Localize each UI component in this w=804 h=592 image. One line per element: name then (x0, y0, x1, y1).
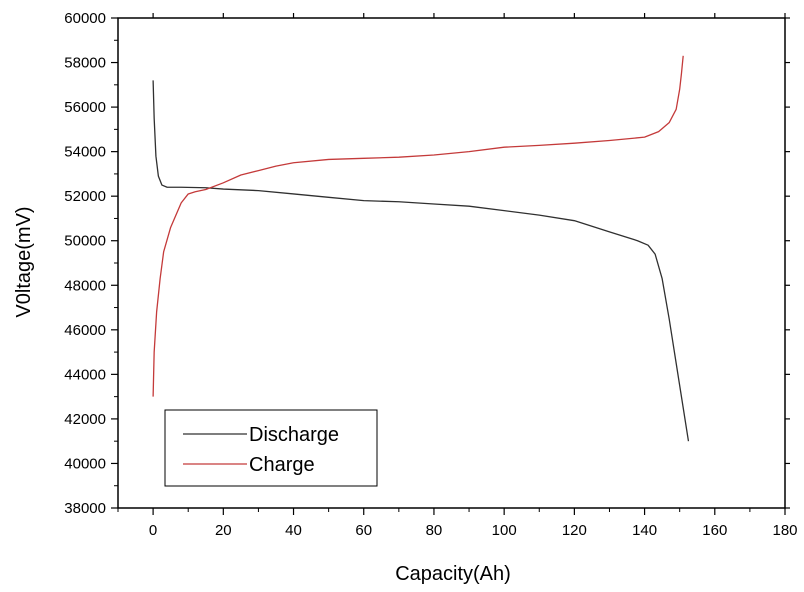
y-tick-label: 38000 (64, 500, 106, 517)
legend-label-discharge: Discharge (249, 424, 339, 446)
y-tick-label: 60000 (64, 10, 106, 27)
series-line-charge (152, 55, 684, 397)
y-tick-label: 50000 (64, 233, 106, 250)
legend-box (164, 409, 378, 487)
y-tick-label: 54000 (64, 144, 106, 161)
series-layer (152, 55, 690, 442)
x-tick-label: 20 (215, 522, 232, 539)
y-tick-label: 42000 (64, 411, 106, 428)
x-tick-label: 140 (632, 522, 657, 539)
y-tick-label: 40000 (64, 455, 106, 472)
x-axis-title: Capacity(Ah) (395, 563, 511, 585)
y-axis-title: V0ltage(mV) (13, 206, 35, 317)
x-tick-label: 0 (149, 522, 157, 539)
series-line-discharge (152, 80, 690, 442)
y-tick-label: 48000 (64, 277, 106, 294)
legend-label-charge: Charge (249, 454, 315, 476)
y-tick-label: 58000 (64, 55, 106, 72)
x-tick-label: 120 (562, 522, 587, 539)
y-tick-label: 46000 (64, 322, 106, 339)
legend: Discharge Charge (164, 409, 378, 487)
y-tick-label: 56000 (64, 99, 106, 116)
y-tick-label: 44000 (64, 366, 106, 383)
x-tick-label: 160 (702, 522, 727, 539)
x-tick-label: 40 (285, 522, 302, 539)
x-tick-label: 80 (426, 522, 443, 539)
x-tick-label: 180 (772, 522, 797, 539)
x-tick-label: 100 (492, 522, 517, 539)
x-tick-label: 60 (355, 522, 372, 539)
axes-layer: 0 20 40 60 80 100 120 140 160 180 38000 40000 42000 4… (64, 10, 797, 539)
y-tick-label: 52000 (64, 188, 106, 205)
